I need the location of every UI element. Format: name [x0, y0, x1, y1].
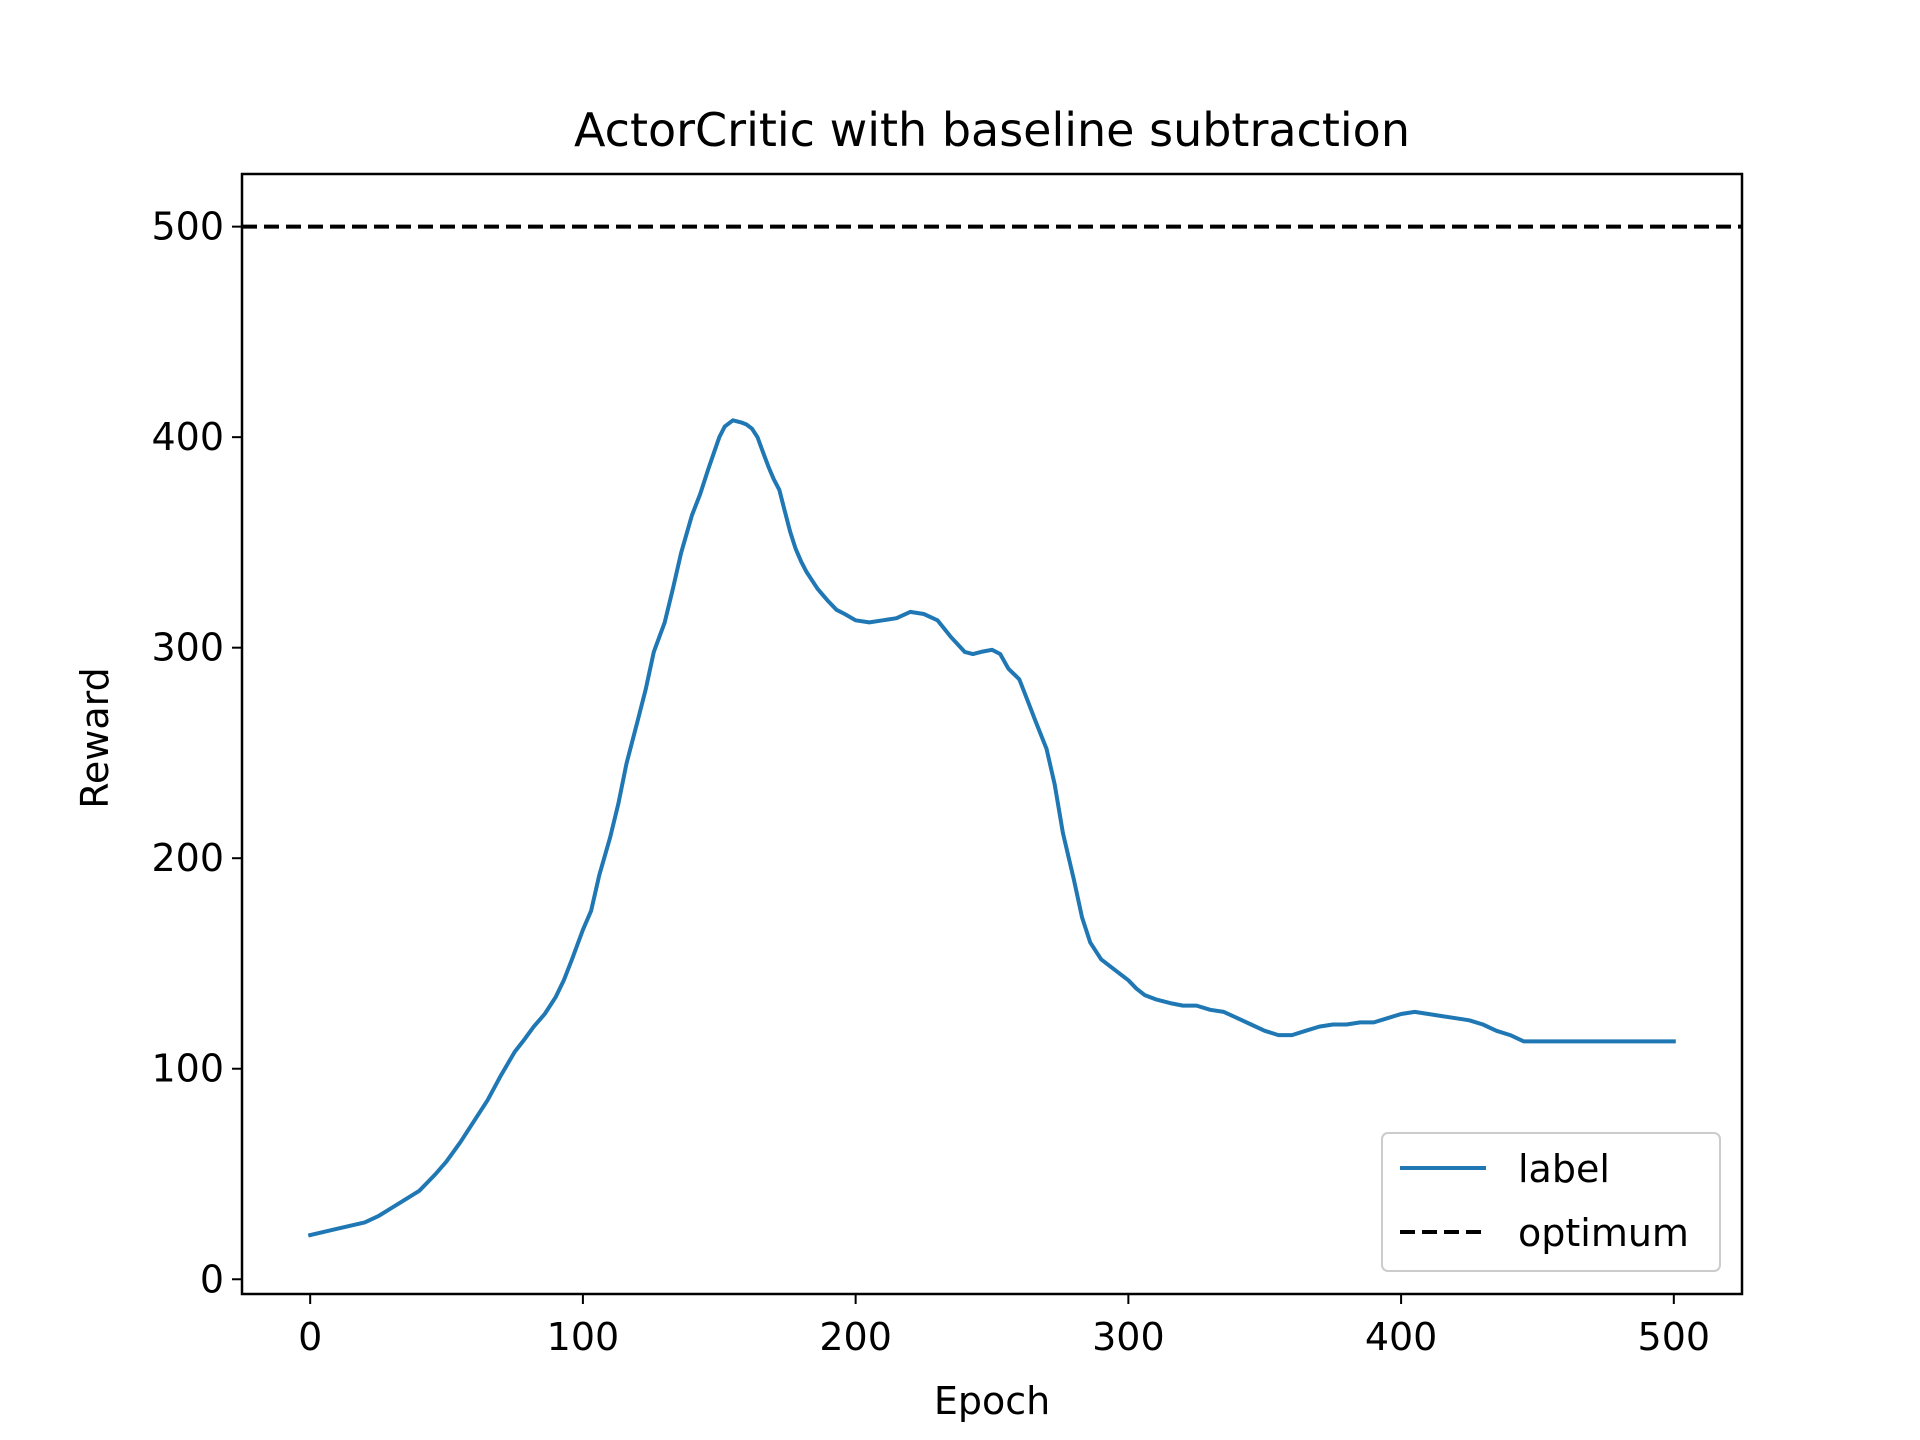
series-line-label	[307, 418, 1676, 1238]
y-tick-label: 400	[151, 415, 224, 459]
x-tick-label: 500	[1638, 1315, 1711, 1359]
x-tick-label: 200	[819, 1315, 892, 1359]
legend: label optimum	[1381, 1132, 1721, 1272]
y-tick-label: 500	[151, 205, 224, 249]
legend-entry-optimum: optimum	[1518, 1211, 1689, 1255]
x-tick-label: 300	[1092, 1315, 1165, 1359]
plot-frame	[240, 172, 1744, 1296]
legend-entry-label: label	[1518, 1147, 1610, 1191]
chart-title: ActorCritic with baseline subtraction	[574, 103, 1410, 157]
y-tick-label: 200	[151, 836, 224, 880]
x-tick-label: 400	[1365, 1315, 1438, 1359]
y-tick-label: 300	[151, 626, 224, 670]
plot-area	[242, 224, 1742, 1238]
y-axis-title: Reward	[73, 667, 117, 809]
x-axis-title: Epoch	[934, 1379, 1050, 1423]
x-tick-label: 0	[298, 1315, 322, 1359]
y-tick-label: 0	[200, 1257, 224, 1301]
y-tick-label: 100	[151, 1047, 224, 1091]
y-axis-ticks: 0 100 200 300 400 500	[151, 205, 242, 1301]
x-tick-label: 100	[547, 1315, 620, 1359]
x-axis-ticks: 0 100 200 300 400 500	[298, 1294, 1710, 1359]
